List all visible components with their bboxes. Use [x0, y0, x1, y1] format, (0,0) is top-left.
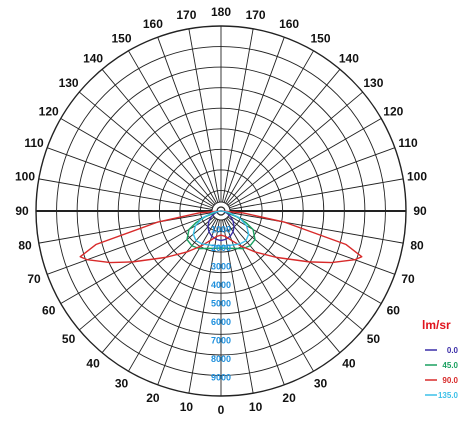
grid-spoke-110 [220, 147, 395, 212]
angle-tick-150-left: 150 [111, 32, 131, 46]
radial-tick-5000: 5000 [211, 299, 231, 309]
angle-tick-140-left: 140 [83, 52, 103, 66]
angle-tick-150-right: 150 [310, 32, 330, 46]
angle-tick-60-left: 60 [42, 304, 56, 318]
angle-tick-labels: 180 170 170 160 160 150 150 140 140 130 130 120 120 1… [15, 5, 427, 417]
grid-spoke-210 [128, 50, 222, 212]
series-curve-135-0 [192, 210, 250, 247]
angle-tick-110-right: 110 [398, 136, 418, 150]
radial-tick-2000: 2000 [211, 243, 231, 253]
grid-spoke-230 [78, 91, 222, 212]
grid-spoke-80 [220, 210, 404, 244]
series-layer [79, 210, 363, 264]
angle-tick-80-left: 80 [18, 239, 32, 253]
grid-spoke-150 [220, 50, 314, 212]
unit-label: lm/sr [422, 318, 451, 332]
angle-tick-120-left: 120 [39, 105, 59, 119]
grid-spoke-40 [220, 210, 341, 354]
grid-spoke-100 [220, 178, 404, 212]
radial-tick-4000: 4000 [211, 280, 231, 290]
radial-tick-8000: 8000 [211, 354, 231, 364]
grid-spoke-30 [220, 210, 314, 372]
angle-tick-20-right: 20 [282, 391, 296, 405]
angle-tick-30-right: 30 [314, 376, 328, 390]
grid-spoke-130 [220, 91, 364, 212]
angle-tick-80-right: 80 [410, 239, 424, 253]
radial-tick-7000: 7000 [211, 336, 231, 346]
angle-tick-160-right: 160 [279, 17, 299, 31]
angle-tick-50-right: 50 [367, 332, 381, 346]
polar-grid [35, 25, 407, 397]
grid-spoke-240 [60, 118, 222, 212]
grid-spoke-200 [157, 37, 222, 212]
grid-spoke-50 [220, 210, 364, 331]
grid-spoke-250 [47, 147, 222, 212]
grid-spoke-10 [220, 210, 254, 394]
angle-tick-160-left: 160 [143, 17, 163, 31]
grid-spoke-320 [101, 210, 222, 354]
grid-spoke-280 [38, 210, 222, 244]
angle-tick-120-right: 120 [383, 105, 403, 119]
grid-spoke-190 [188, 28, 222, 212]
angle-tick-40-left: 40 [86, 356, 100, 370]
angle-tick-100-left: 100 [15, 169, 35, 183]
angle-tick-140-right: 140 [339, 52, 359, 66]
angle-tick-110-left: 110 [24, 136, 44, 150]
grid-spoke-60 [220, 210, 382, 304]
angle-tick-90-left: 90 [15, 204, 29, 218]
angle-tick-170-right: 170 [246, 8, 266, 22]
grid-spoke-170 [220, 28, 254, 212]
angle-tick-70-right: 70 [401, 272, 415, 286]
radial-tick-1000: 1000 [211, 225, 231, 235]
legend-label-135-0: 135.0 [438, 391, 459, 400]
angle-tick-90-right: 90 [413, 204, 427, 218]
angle-tick-60-right: 60 [387, 304, 401, 318]
grid-spoke-310 [78, 210, 222, 331]
angle-tick-180-right: 180 [211, 5, 231, 19]
angle-tick-10-left: 10 [180, 400, 194, 414]
angle-tick-70-left: 70 [27, 272, 41, 286]
grid-spoke-260 [38, 178, 222, 212]
legend: 0.0 45.0 90.0 135.0 [425, 346, 459, 400]
radial-tick-6000: 6000 [211, 317, 231, 327]
angle-tick-130-right: 130 [363, 76, 383, 90]
angle-tick-20-left: 20 [146, 391, 160, 405]
angle-tick-0-right: 0 [218, 403, 225, 417]
grid-spoke-160 [220, 37, 285, 212]
angle-tick-30-left: 30 [115, 376, 129, 390]
legend-label-0-0: 0.0 [447, 346, 459, 355]
radial-tick-3000: 3000 [211, 262, 231, 272]
grid-spoke-350 [188, 210, 222, 394]
legend-label-45-0: 45.0 [442, 361, 458, 370]
grid-spoke-300 [60, 210, 222, 304]
angle-tick-100-right: 100 [407, 169, 427, 183]
grid-spoke-330 [128, 210, 222, 372]
angle-tick-170-left: 170 [176, 8, 196, 22]
grid-spoke-70 [220, 210, 395, 275]
angle-tick-40-right: 40 [342, 356, 356, 370]
angle-tick-50-left: 50 [62, 332, 76, 346]
legend-label-90-0: 90.0 [442, 376, 458, 385]
angle-tick-130-left: 130 [59, 76, 79, 90]
grid-spoke-290 [47, 210, 222, 275]
grid-spoke-120 [220, 118, 382, 212]
radial-tick-labels: 1000 2000 3000 4000 5000 6000 7000 8000 9000 [211, 225, 231, 383]
grid-spoke-140 [220, 68, 341, 212]
grid-spoke-220 [101, 68, 222, 212]
radial-tick-9000: 9000 [211, 373, 231, 383]
angle-tick-10-right: 10 [249, 400, 263, 414]
